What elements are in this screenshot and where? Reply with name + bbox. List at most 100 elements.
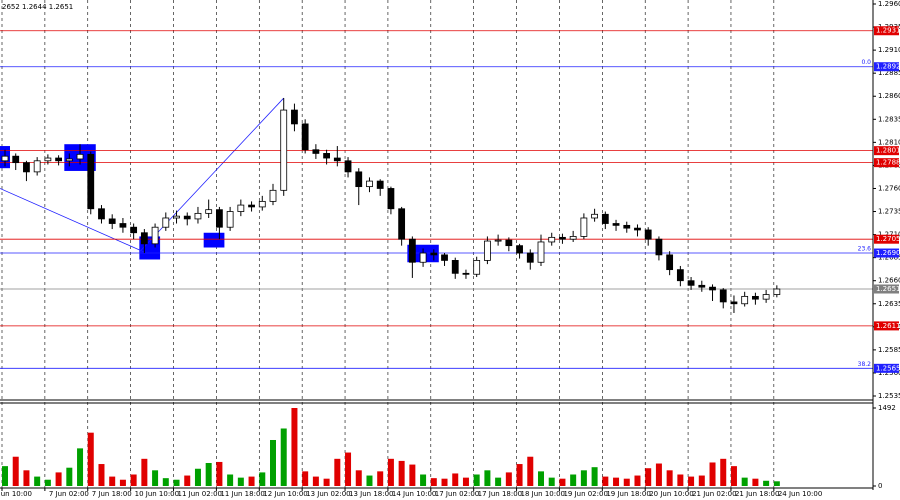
candle-body <box>376 180 384 189</box>
volume-bar <box>2 466 8 486</box>
candle-body <box>44 157 52 162</box>
x-tick-label: 24 Jun 10:00 <box>778 490 822 498</box>
candle-body <box>569 236 577 240</box>
price-tag <box>874 158 899 168</box>
volume-bar <box>377 471 384 486</box>
candle-body <box>580 217 588 237</box>
x-tick-label: 18 Jun 10:00 <box>521 490 565 498</box>
candle-body <box>655 238 663 256</box>
volume-bar <box>538 471 544 486</box>
candle-body <box>634 227 641 231</box>
volume-bar <box>55 472 62 486</box>
price-tag-label: 1.2690 <box>876 249 900 257</box>
volume-bar <box>548 477 555 486</box>
candle-body <box>601 213 609 224</box>
price-tag <box>874 363 899 373</box>
volume-bar <box>334 458 341 486</box>
candle-body <box>473 260 481 275</box>
candle-body <box>516 245 523 254</box>
price-tag <box>874 146 899 156</box>
x-tick-label: 20 Jun 10:00 <box>649 490 693 498</box>
volume-bar <box>505 472 512 486</box>
candle-body <box>355 171 363 188</box>
x-tick-label: 21 Jun 02:00 <box>692 490 736 498</box>
volume-bar <box>387 458 394 486</box>
y-tick-label: 1.2885 <box>878 69 900 77</box>
y-tick-label: 1.2910 <box>878 46 900 54</box>
volume-bar <box>366 475 373 486</box>
y-tick-label: 1.2810 <box>878 138 900 146</box>
y-tick-label: 1.2635 <box>878 300 900 308</box>
candle-body <box>258 200 266 208</box>
candle-body <box>591 213 598 219</box>
volume-bar <box>205 462 212 486</box>
volume-bar <box>527 456 534 486</box>
volume-bar <box>645 468 652 486</box>
volume-bar <box>119 479 126 486</box>
volume-bar <box>613 477 620 486</box>
candle-body <box>98 208 105 220</box>
price-tag-label: 1.2651 <box>876 285 900 293</box>
candle-body <box>312 149 320 154</box>
candle-body <box>666 254 674 271</box>
y-tick-label: 1.2735 <box>878 208 900 216</box>
candle-body <box>623 224 631 229</box>
candle-body <box>205 209 213 214</box>
volume-bar <box>591 467 598 486</box>
x-tick-label: 7 Jun 18:00 <box>92 490 132 498</box>
volume-bar <box>709 462 716 486</box>
candle-body <box>194 212 202 220</box>
volume-bar <box>570 474 577 486</box>
header-text: 2652 1.2644 1.2651 <box>2 3 73 11</box>
candle-body <box>430 252 438 256</box>
volume-bar <box>173 479 180 486</box>
volume-bar <box>98 464 105 486</box>
volume-bar <box>473 474 480 486</box>
candle-body <box>537 241 545 263</box>
candle-body <box>676 269 684 282</box>
y-tick-label: 1.2660 <box>878 277 900 285</box>
volume-bar <box>162 478 169 486</box>
candle-body <box>323 153 331 159</box>
candle-body <box>494 239 502 242</box>
candle-body <box>248 204 255 208</box>
x-tick-label: 13 Jun 02:00 <box>306 490 350 498</box>
candle-body <box>291 109 298 125</box>
candle-body <box>709 286 716 291</box>
volume-bar <box>87 432 94 486</box>
candle-body <box>130 226 138 234</box>
volume-bar <box>559 478 566 486</box>
candle-body <box>526 252 534 263</box>
volume-bar <box>634 475 641 486</box>
volume-bar <box>495 477 502 486</box>
volume-bar <box>259 472 266 486</box>
candle-body <box>65 158 73 162</box>
candle-body <box>55 157 62 162</box>
candle-body <box>451 260 459 274</box>
fib-label: 0.0 <box>861 59 871 66</box>
volume-bar <box>34 476 41 486</box>
candle-body <box>1 155 9 162</box>
volume-bar <box>666 470 673 486</box>
volume-bar <box>109 476 116 486</box>
candle-body <box>698 284 706 288</box>
candle-body <box>173 215 180 219</box>
volume-bar <box>291 408 298 486</box>
candle-body <box>23 162 30 173</box>
y-tick-label: 1.2710 <box>878 231 900 239</box>
volume-bar <box>398 460 405 486</box>
price-tag-label: 1.2801 <box>876 147 900 155</box>
candle-body <box>408 238 416 263</box>
candle-body <box>741 295 749 305</box>
volume-bar <box>677 474 684 486</box>
candles <box>1 98 781 313</box>
x-tick-label: 7 Jun 02:00 <box>49 490 89 498</box>
candle-body <box>280 109 288 191</box>
x-tick-label: 13 Jun 18:00 <box>349 490 393 498</box>
volume-bar <box>730 466 737 486</box>
candle-body <box>76 153 84 160</box>
candle-body <box>387 188 395 210</box>
x-tick-label: 19 Jun 02:00 <box>563 490 607 498</box>
